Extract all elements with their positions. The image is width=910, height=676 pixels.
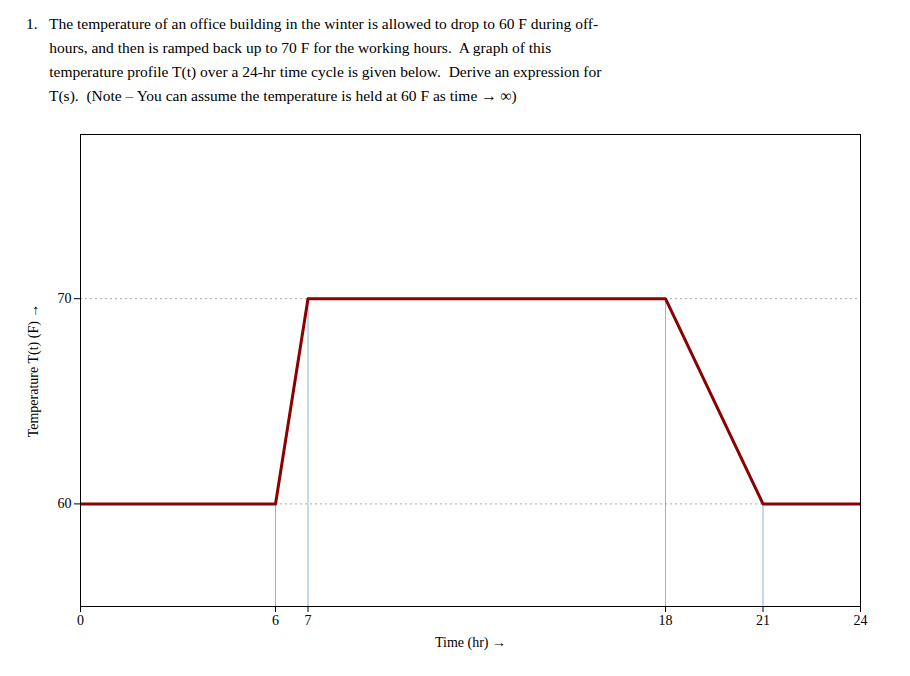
svg-text:6: 6 [272, 613, 279, 628]
html-text:1. The temperature of an offic: 1. The temperature of an office building… [26, 15, 599, 32]
svg-text:Temperature T(t) (F) →: Temperature T(t) (F) → [26, 304, 42, 438]
html-text:T(s). (Note – You can assume t: T(s). (Note – You can assume the tempera… [26, 87, 517, 104]
svg-text:Time (hr) →: Time (hr) → [435, 635, 506, 651]
svg-text:0: 0 [77, 613, 84, 628]
svg-text:24: 24 [854, 613, 868, 628]
svg-text:70: 70 [58, 291, 72, 306]
svg-text:60: 60 [58, 496, 72, 511]
html-text:temperature profile T(t) over: temperature profile T(t) over a 24-hr ti… [26, 63, 602, 80]
html-text:hours, and then is ramped back: hours, and then is ramped back up to 70 … [26, 39, 552, 56]
svg-text:21: 21 [756, 613, 770, 628]
svg-text:18: 18 [659, 613, 673, 628]
svg-text:7: 7 [305, 613, 312, 628]
